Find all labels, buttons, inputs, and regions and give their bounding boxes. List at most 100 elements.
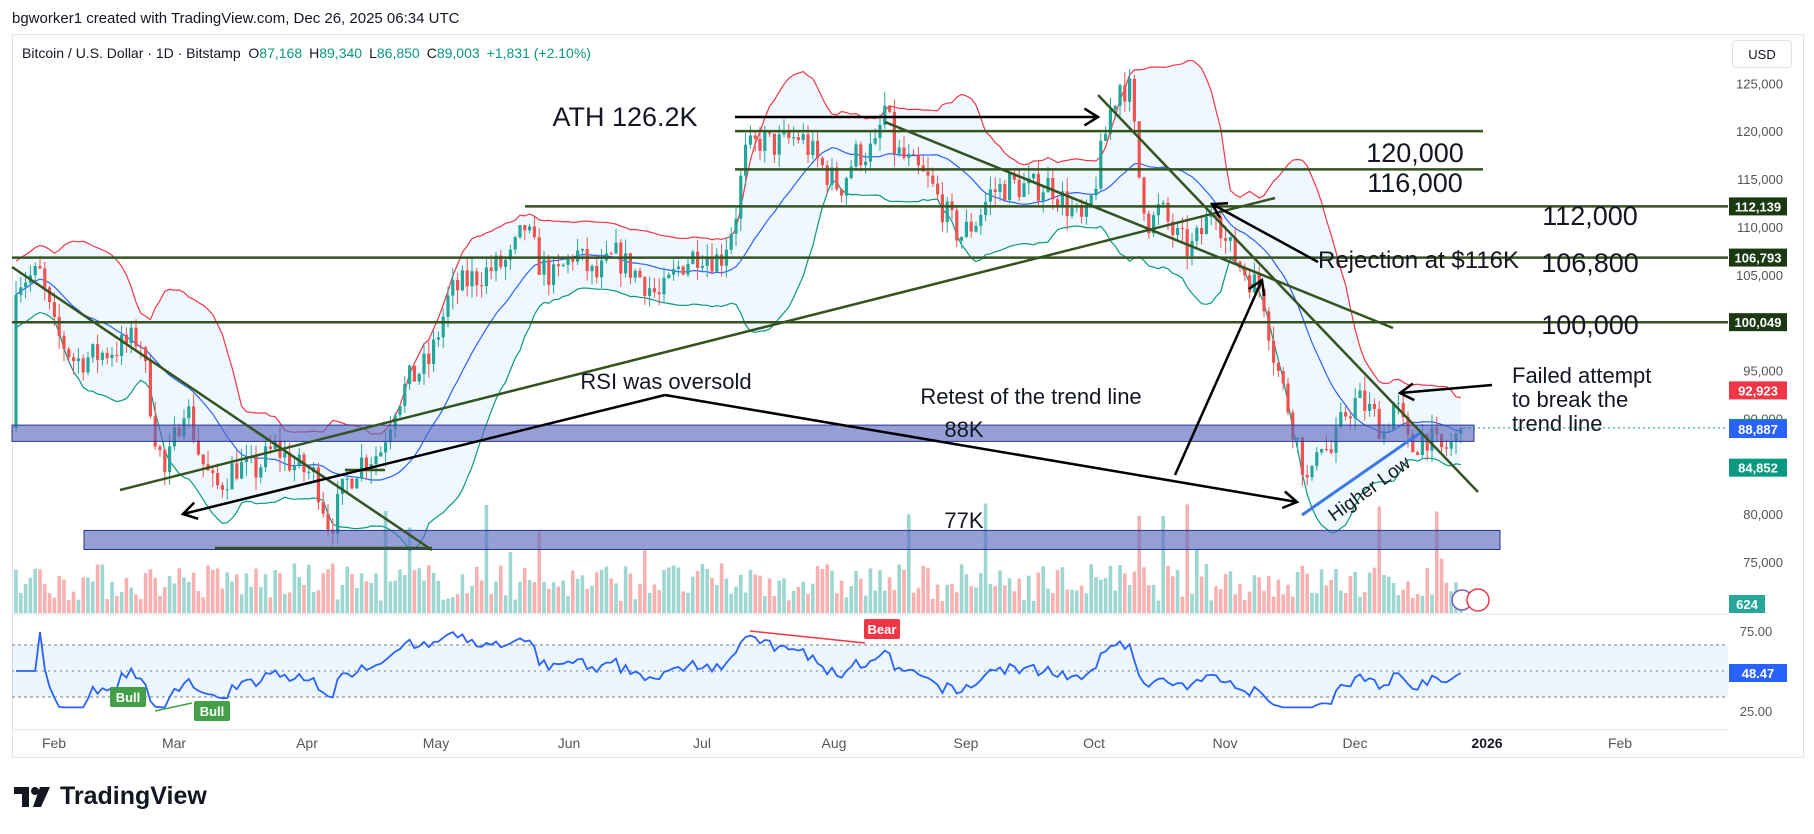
annotation-failed-1: Failed attempt [1512, 363, 1651, 388]
volume-bar [921, 565, 925, 613]
volume-bar [311, 592, 316, 613]
volume-bar [532, 582, 537, 613]
candle-body [1224, 238, 1228, 241]
symbol-name[interactable]: Bitcoin / U.S. Dollar · 1D · Bitstamp [22, 45, 241, 61]
candle-body [1368, 403, 1372, 411]
candle-body [475, 271, 479, 286]
candle-body [825, 165, 829, 185]
volume-bar [1022, 600, 1026, 613]
volume-bar [1219, 589, 1223, 613]
currency-button[interactable]: USD [1732, 40, 1792, 68]
volume-bar [854, 570, 858, 613]
candle-body [777, 134, 781, 155]
candle-body [67, 349, 71, 358]
volume-bar [1180, 596, 1185, 613]
volume-bar [52, 597, 57, 613]
volume-bar [1017, 578, 1021, 613]
volume-bar [1036, 572, 1041, 613]
candle-body [648, 288, 652, 296]
candle-body [1396, 402, 1400, 404]
volume-bar [787, 600, 791, 613]
candle-body [1344, 412, 1348, 417]
candle-body [403, 383, 407, 407]
price-badge-text: 84,852 [1738, 461, 1778, 476]
open-value: 87,168 [259, 45, 303, 61]
zone-label-88k: 88K [944, 417, 983, 442]
volume-bar [287, 592, 292, 613]
price-candles [14, 69, 1463, 546]
volume-bar [575, 578, 580, 613]
volume-bar [1142, 567, 1146, 613]
volume-bar [815, 566, 820, 613]
volume-bar [259, 587, 263, 613]
volume-bar [993, 586, 997, 613]
candle-body [748, 135, 752, 145]
candle-body [86, 357, 90, 373]
volume-bar [494, 581, 498, 613]
candle-body [504, 259, 508, 267]
candle-body [1185, 229, 1189, 257]
volume-bar [1348, 575, 1353, 613]
candle-body [513, 237, 517, 250]
volume-bar [388, 581, 393, 613]
volume-bar [724, 578, 729, 613]
volume-bar [969, 586, 973, 613]
volume-bar [609, 578, 613, 613]
candle-body [844, 178, 848, 196]
candle-body [14, 294, 18, 428]
candle-body [360, 457, 364, 479]
volume-bar [979, 573, 983, 613]
volume-bar [1276, 579, 1281, 613]
volume-bar [681, 591, 685, 613]
candle-body [945, 201, 949, 223]
brand-name: TradingView [60, 782, 207, 810]
volume-bar [163, 587, 167, 613]
candle-body [628, 253, 632, 278]
volume-bar [1214, 586, 1218, 613]
candle-body [979, 215, 983, 226]
candle-body [571, 257, 575, 262]
arrow-rsi-right [664, 393, 1298, 504]
level-label-3: 106,800 [1541, 248, 1639, 278]
candle-body [120, 334, 124, 356]
candle-body [926, 171, 930, 176]
candle-body [494, 255, 498, 272]
volume-bar [1195, 549, 1199, 613]
candle-body [633, 270, 637, 278]
volume-bar [167, 575, 172, 613]
volume-bar [940, 600, 945, 613]
candle-body [638, 270, 642, 278]
volume-bar [503, 595, 508, 613]
candle-body [76, 358, 80, 362]
volume-bar [182, 577, 186, 613]
candle-body [700, 265, 704, 268]
candle-body [1363, 390, 1367, 411]
rsi-bear-divergence-line [749, 630, 866, 644]
rsi-signal-label: Bear [868, 622, 897, 637]
candle-body [758, 138, 762, 151]
candle-body [225, 489, 229, 491]
price-badge-text: 92,923 [1738, 383, 1778, 398]
candle-body [422, 353, 426, 374]
tradingview-brand[interactable]: TradingView [14, 782, 207, 811]
candle-body [1420, 433, 1424, 455]
candle-body [1262, 288, 1266, 312]
volume-bar [1084, 593, 1089, 613]
candle-body [1286, 383, 1290, 413]
rsi-signal-bull [110, 687, 146, 707]
candle-body [1214, 215, 1218, 217]
candle-body [902, 147, 906, 158]
volume-bar [369, 582, 373, 613]
candle-body [585, 249, 589, 272]
candle-body [192, 406, 196, 441]
volume-bar [791, 590, 796, 613]
volume-bar [177, 568, 181, 613]
candle-body [1094, 188, 1098, 196]
volume-bar [667, 567, 671, 613]
volume-bar [806, 594, 810, 613]
volume-bar [964, 574, 969, 613]
volume-bar [1444, 582, 1449, 613]
candle-body [1171, 221, 1175, 236]
volume-bar [571, 570, 575, 613]
